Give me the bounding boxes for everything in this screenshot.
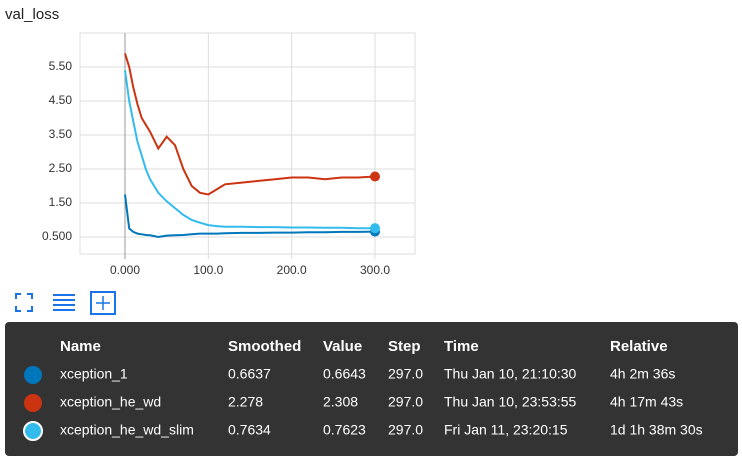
end-dot <box>370 223 380 234</box>
cell: 0.7623 <box>323 422 366 438</box>
y-tick-label: 0.500 <box>42 229 72 243</box>
x-tick-label: 0.000 <box>110 263 140 277</box>
column-header: Value <box>323 338 362 355</box>
cell: 297.0 <box>388 366 423 382</box>
cell: Fri Jan 11, 23:20:15 <box>444 422 568 438</box>
y-tick-label: 1.50 <box>49 195 73 209</box>
cell: 0.7634 <box>228 422 271 438</box>
cell: Thu Jan 10, 21:10:30 <box>444 366 577 382</box>
y-tick-label: 4.50 <box>49 93 73 107</box>
cell: Thu Jan 10, 23:53:55 <box>444 394 577 410</box>
column-header: Step <box>388 338 421 355</box>
x-tick-label: 100.0 <box>193 263 223 277</box>
y-tick-label: 5.50 <box>49 59 73 73</box>
series-line <box>124 194 376 239</box>
cell: 4h 17m 43s <box>610 394 683 410</box>
legend-entry: xception_he_wd <box>60 394 161 410</box>
x-tick-label: 300.0 <box>360 263 390 277</box>
x-tick-label: 200.0 <box>277 263 307 277</box>
tooltip <box>5 322 738 456</box>
cell: 297.0 <box>388 394 423 410</box>
series-line <box>124 53 376 196</box>
toolbar <box>15 291 116 315</box>
zoom-icon[interactable] <box>90 291 116 315</box>
column-header: Smoothed <box>228 338 301 355</box>
end-dot <box>370 171 380 182</box>
legend-swatch <box>23 421 43 441</box>
cell: 0.6637 <box>228 366 271 382</box>
column-header: Time <box>444 338 479 355</box>
cell: 2.308 <box>323 394 358 410</box>
legend-swatch <box>24 394 42 412</box>
cell: 297.0 <box>388 422 423 438</box>
cell: 0.6643 <box>323 366 366 382</box>
legend-entry: xception_1 <box>60 366 128 382</box>
legend-swatch <box>24 366 42 384</box>
cell: 1d 1h 38m 30s <box>610 422 703 438</box>
fit-icon[interactable] <box>15 293 33 312</box>
y-tick-label: 3.50 <box>49 127 73 141</box>
log-icon[interactable] <box>53 294 75 311</box>
column-header: Relative <box>610 338 668 355</box>
legend-entry: xception_he_wd_slim <box>60 422 194 438</box>
cell: 4h 2m 36s <box>610 366 675 382</box>
y-tick-label: 2.50 <box>49 161 73 175</box>
chart-title: val_loss <box>5 6 59 23</box>
column-header: Name <box>60 338 101 355</box>
series-line <box>124 70 375 230</box>
cell: 2.278 <box>228 394 263 410</box>
plot-frame <box>79 32 416 255</box>
